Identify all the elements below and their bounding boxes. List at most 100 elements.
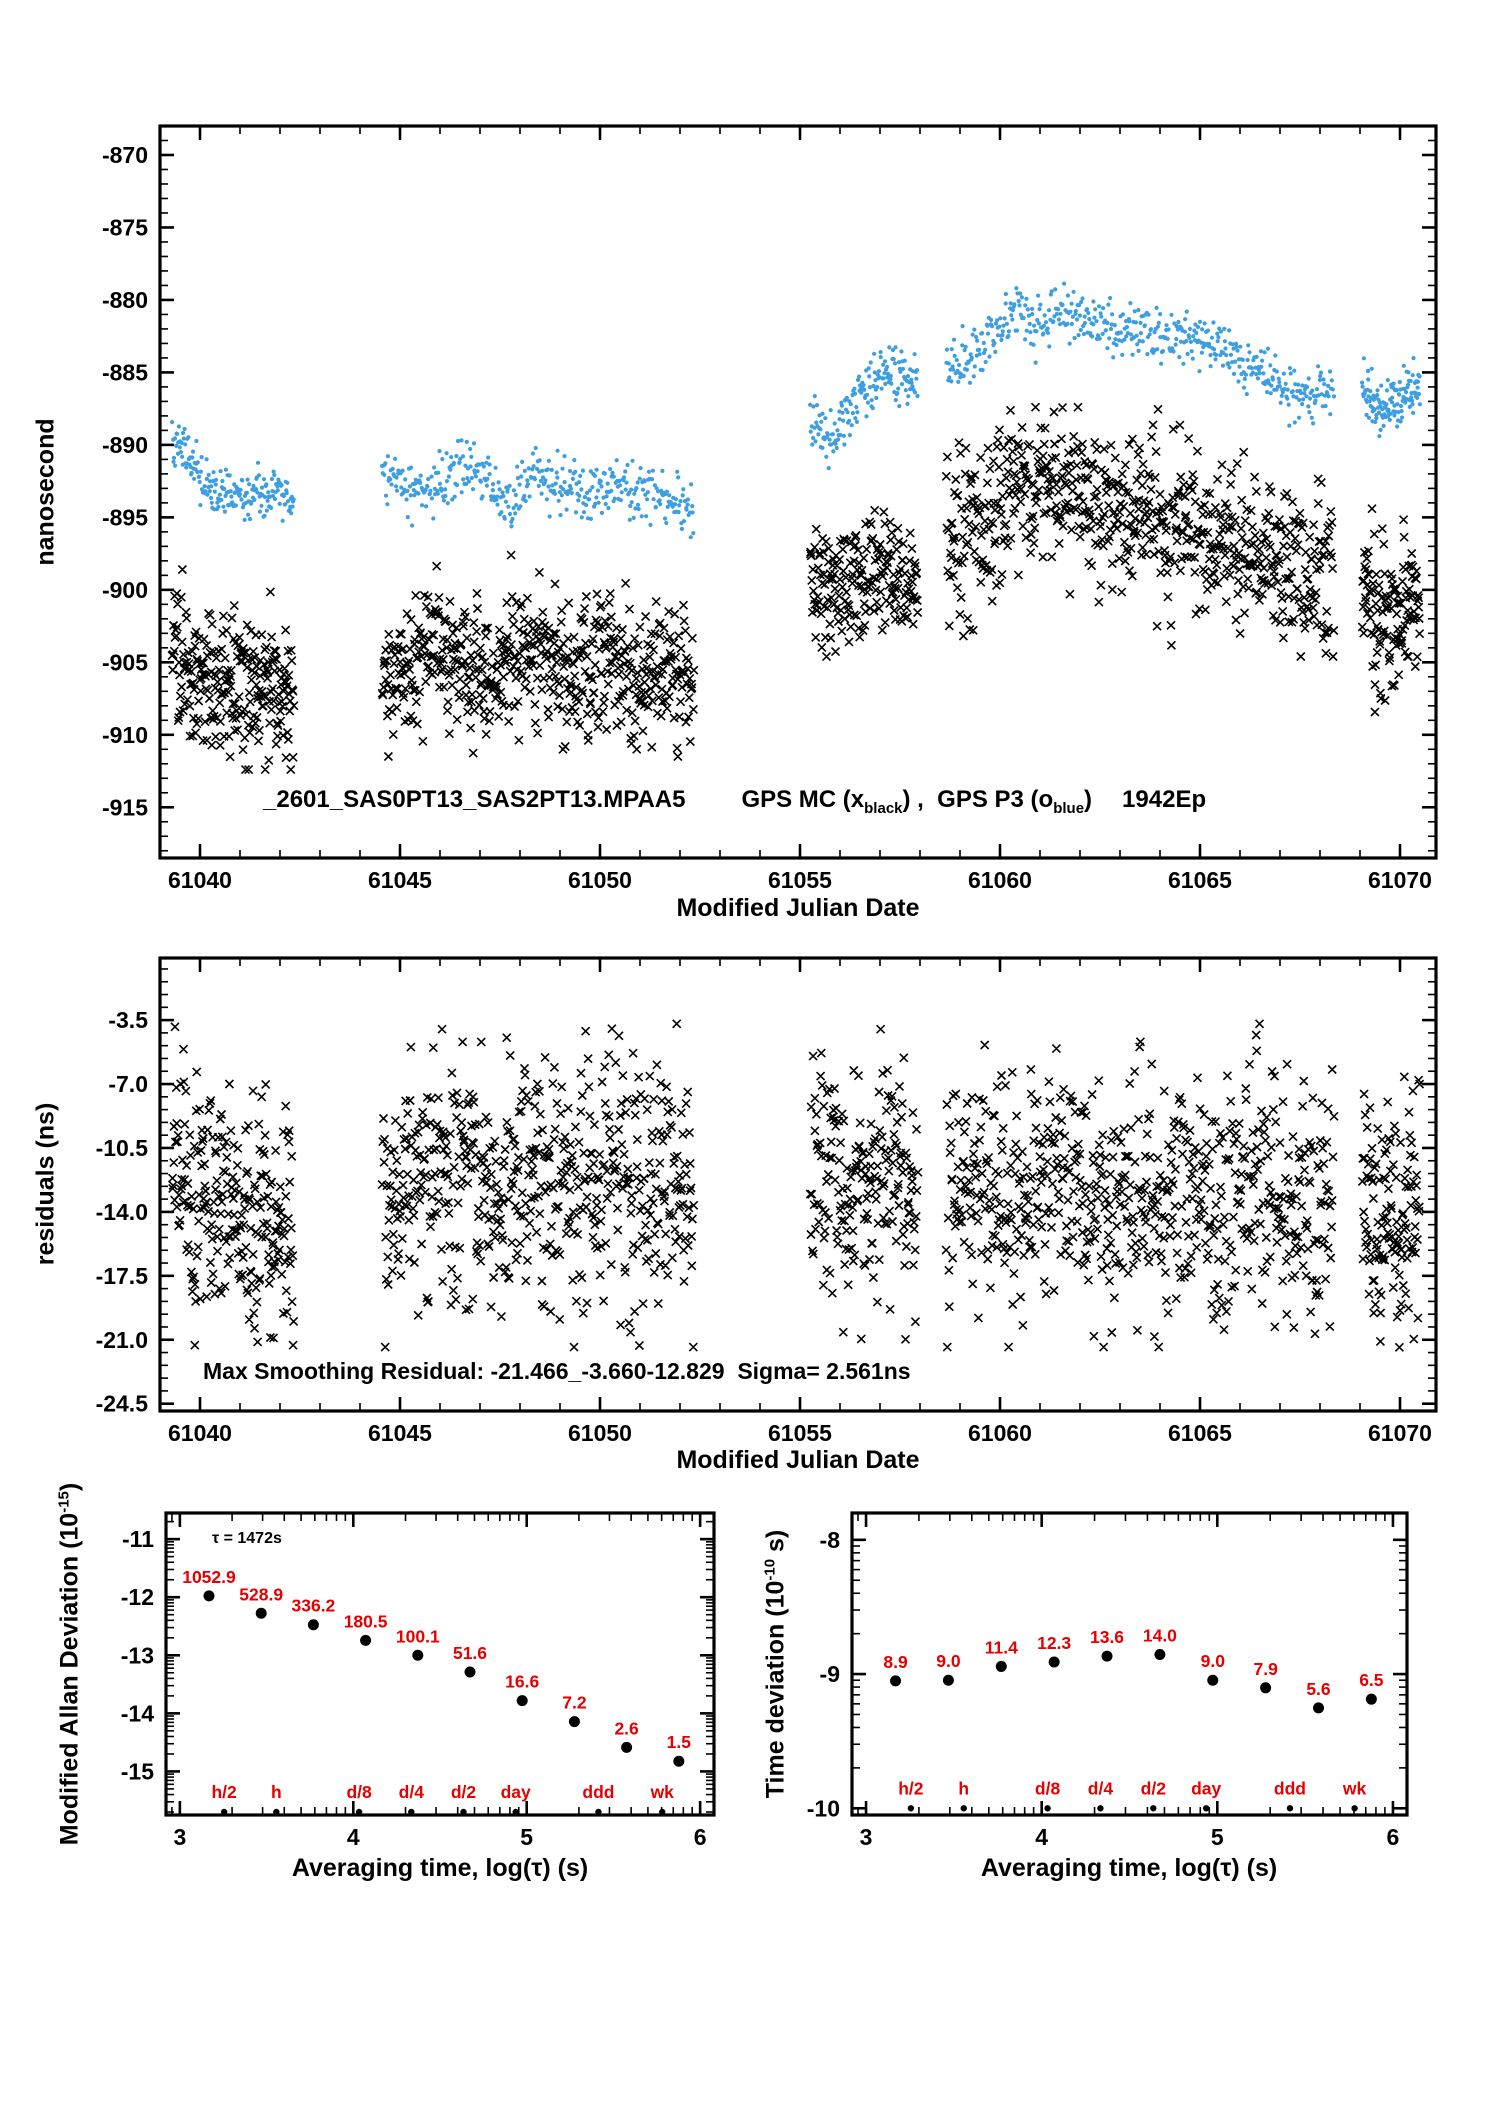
chart-text: wk xyxy=(650,1782,675,1802)
chart-text: h/2 xyxy=(211,1782,237,1802)
chart-text: -17.5 xyxy=(96,1263,149,1289)
chart-text: 8.9 xyxy=(883,1652,908,1672)
chart-text: h xyxy=(271,1782,282,1802)
chart-text: 2.6 xyxy=(614,1718,639,1738)
chart-text: ddd xyxy=(1274,1778,1306,1798)
mdev-tau-annotation: τ = 1472s xyxy=(212,1530,282,1547)
mdev-ylabel-text: ) xyxy=(55,1482,84,1492)
chart-text: 1052.9 xyxy=(182,1567,236,1587)
chart-text: 5 xyxy=(520,1824,533,1850)
chart-text: 9.0 xyxy=(936,1651,961,1671)
chart-text: 12.3 xyxy=(1037,1633,1071,1653)
chart-text: 9.0 xyxy=(1201,1651,1226,1671)
residuals-chart: 61040 61045 61050 61055 61060 61065 61070 -24.5… xyxy=(96,956,1438,1446)
tdev-period-dot xyxy=(1351,1805,1358,1812)
chart-text: 3 xyxy=(860,1824,873,1850)
tdev-data-point xyxy=(1154,1648,1166,1660)
gps-comparison-series-gps-mc-x xyxy=(167,402,1425,775)
chart-text: -10 xyxy=(807,1795,840,1821)
tdev-data-point xyxy=(995,1660,1007,1672)
residuals-chart-xlabel: Modified Julian Date xyxy=(676,1446,920,1474)
mdev-period-dot xyxy=(220,1808,228,1816)
chart-text: 61045 xyxy=(368,867,432,893)
chart-text: -870 xyxy=(102,142,148,168)
chart-text: 14.0 xyxy=(1143,1625,1177,1645)
chart-text: -13 xyxy=(121,1642,154,1668)
chart-text: 61060 xyxy=(968,1420,1032,1446)
tdev-period-dot xyxy=(1097,1805,1104,1812)
mdev-period-dot xyxy=(355,1808,363,1816)
chart-text: 61055 xyxy=(768,867,832,893)
mdev-data-point xyxy=(673,1755,685,1767)
chart-text: 6 xyxy=(694,1824,707,1850)
mdev-chart-ylabel: Modified Allan Deviation (10-15) xyxy=(55,1483,84,1845)
legend-subscript-black: black xyxy=(864,799,903,817)
chart-text: -910 xyxy=(102,722,148,748)
mdev-chart-xlabel: Averaging time, log(τ) (s) xyxy=(291,1854,589,1882)
chart-text: 61070 xyxy=(1368,1420,1432,1446)
residuals-annotation: Max Smoothing Residual: -21.466_-3.660-1… xyxy=(203,1358,911,1384)
tdev-frame xyxy=(850,1511,1409,1817)
mdev-ylabel-text: Modified Allan Deviation (10 xyxy=(55,1512,84,1846)
chart-text: -21.0 xyxy=(96,1327,148,1353)
top-chart-caption: _2601_SAS0PT13_SAS2PT13.MPAA5 GPS MC (xbl… xyxy=(263,786,1206,817)
tdev-period-dot xyxy=(907,1805,915,1812)
chart-text: 61040 xyxy=(168,867,232,893)
tdev-period-dot xyxy=(1202,1805,1210,1812)
chart-text: -14 xyxy=(121,1700,154,1726)
residuals-series-residuals-x xyxy=(167,1019,1425,1352)
chart-text: d/2 xyxy=(1141,1778,1167,1798)
chart-text: 528.9 xyxy=(239,1584,283,1604)
chart-text: -11 xyxy=(122,1526,154,1552)
mdev-data-point xyxy=(621,1741,633,1753)
chart-text: 180.5 xyxy=(344,1611,388,1631)
chart-text: 4 xyxy=(347,1824,360,1850)
mdev-ylabel-exponent: -15 xyxy=(55,1491,73,1513)
chart-text: -895 xyxy=(102,504,148,530)
chart-text: 5.6 xyxy=(1306,1679,1331,1699)
chart-text: d/2 xyxy=(451,1782,477,1802)
chart-text: -890 xyxy=(102,432,148,458)
chart-text: 61065 xyxy=(1168,1420,1232,1446)
residuals-chart-ylabel: residuals (ns) xyxy=(31,1102,60,1266)
chart-text: d/8 xyxy=(1035,1778,1061,1798)
chart-text: -9 xyxy=(820,1661,840,1687)
mdev-data-point xyxy=(568,1716,580,1728)
chart-text: 336.2 xyxy=(292,1596,336,1616)
legend-text: ) xyxy=(1084,786,1093,813)
chart-text: -900 xyxy=(102,577,148,603)
tdev-ylabel-text: Time deviation (10 xyxy=(761,1580,790,1799)
chart-text: -905 xyxy=(102,649,148,675)
chart-text: day xyxy=(501,1782,531,1802)
chart-text: 61055 xyxy=(768,1420,832,1446)
tdev-data-point xyxy=(1313,1702,1325,1714)
chart-text: h xyxy=(958,1778,969,1798)
tdev-data-point xyxy=(1207,1674,1219,1686)
tdev-period-dot xyxy=(1286,1805,1294,1812)
legend-epoch-label: 1942Ep xyxy=(1122,786,1207,813)
chart-text: -10.5 xyxy=(96,1135,149,1161)
tdev-data-point xyxy=(1101,1650,1113,1662)
tdev-data-point xyxy=(1048,1656,1060,1668)
top-chart-legend: GPS MC (xblack) , GPS P3 (oblue) 1942Ep xyxy=(741,786,1207,817)
chart-text: -8 xyxy=(820,1527,841,1553)
mdev-data-point xyxy=(516,1695,528,1707)
chart-text: wk xyxy=(1342,1778,1367,1798)
residuals-ticks xyxy=(159,958,1436,1411)
mdev-data-point xyxy=(360,1634,372,1646)
mdev-ticks xyxy=(166,1513,714,1815)
chart-text: 4 xyxy=(1035,1824,1048,1850)
tdev-ylabel-text: s) xyxy=(761,1529,790,1559)
chart-text: -875 xyxy=(102,214,148,240)
mdev-period-dot xyxy=(460,1808,467,1816)
chart-text: 61045 xyxy=(368,1420,432,1446)
chart-text: 3 xyxy=(173,1824,186,1850)
mdev-frame xyxy=(164,1511,716,1817)
top-chart-title: _2601_SAS0PT13_SAS2PT13.MPAA5 xyxy=(263,786,686,813)
gps-comparison-chart: 61040 61045 61050 61055 61060 61065 61070 -915 -… xyxy=(102,124,1438,893)
chart-text: 1.5 xyxy=(667,1732,692,1752)
chart-text: 16.6 xyxy=(505,1672,539,1692)
